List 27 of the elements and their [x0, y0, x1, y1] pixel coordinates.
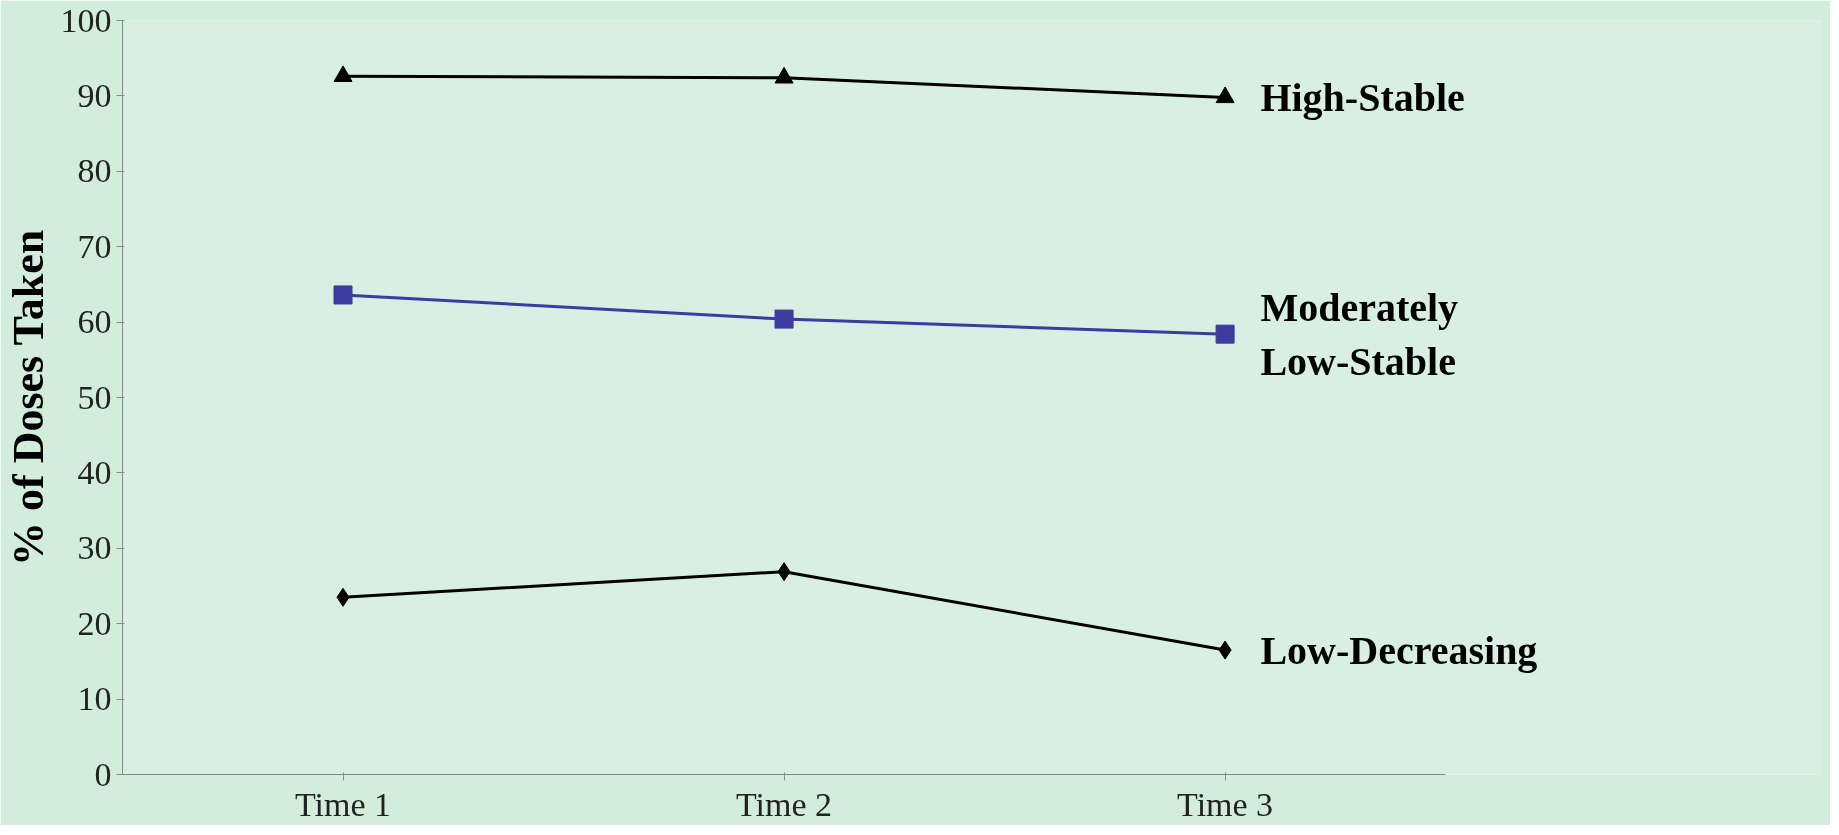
series-label: Low-Decreasing: [1260, 627, 1538, 673]
point: [774, 309, 794, 329]
point: [1215, 86, 1235, 104]
series-label: High-Stable: [1260, 74, 1465, 120]
point: [336, 587, 350, 607]
x-tick-label: Time 1: [294, 785, 392, 823]
y-tick-label: 10: [77, 680, 112, 718]
x-tick-label: Time 3: [1177, 785, 1274, 823]
x-tick-label: Time 2: [736, 785, 833, 823]
point: [774, 66, 794, 84]
point: [333, 65, 353, 82]
y-tick-label: 30: [77, 529, 112, 567]
y-tick-label: 70: [77, 227, 112, 265]
point: [1215, 324, 1235, 344]
y-tick-label: 60: [77, 303, 112, 341]
y-tick-label: 90: [77, 76, 112, 114]
y-tick-label: 40: [77, 453, 112, 491]
y-tick-label: 0: [94, 755, 112, 793]
y-axis-title: % of Doses Taken: [3, 229, 53, 566]
point: [333, 285, 353, 305]
y-tick-label: 80: [77, 152, 112, 190]
y-tick-label: 20: [77, 604, 112, 642]
point: [777, 562, 791, 582]
y-tick-label: 50: [77, 378, 112, 416]
point: [1218, 640, 1232, 660]
series-label: Moderately Low-Stable: [1260, 284, 1459, 384]
y-tick-label: 100: [60, 1, 112, 39]
